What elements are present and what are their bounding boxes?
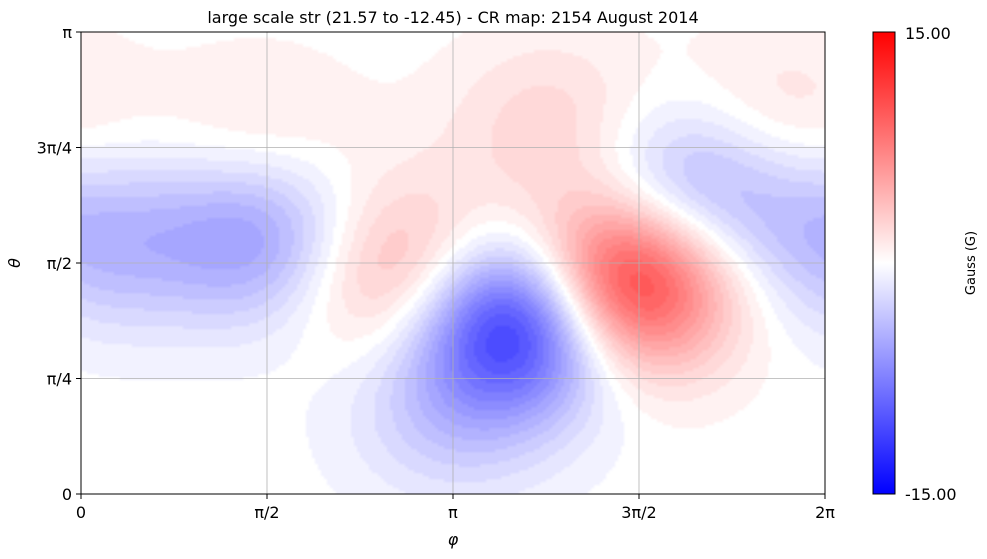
colorbar: 15.00 -15.00 Gauss (G) — [872, 24, 979, 504]
plot-area — [80, 31, 826, 495]
y-tick-label: π/4 — [47, 370, 72, 389]
y-tick-label: 0 — [62, 485, 72, 504]
y-tick-label: 3π/4 — [37, 139, 72, 158]
y-axis: 0 π/4 π/2 3π/4 π — [37, 23, 81, 504]
x-tick-label: 2π — [815, 503, 835, 522]
y-tick-label: π/2 — [47, 254, 72, 273]
x-tick-label: 3π/2 — [621, 503, 656, 522]
x-axis: 0 π/2 π 3π/2 2π — [76, 494, 835, 522]
colorbar-max-label: 15.00 — [905, 24, 951, 43]
x-tick-label: π — [448, 503, 458, 522]
y-axis-label: θ — [5, 258, 24, 268]
colorbar-title: Gauss (G) — [964, 231, 979, 295]
chart-title: large scale str (21.57 to -12.45) - CR m… — [207, 8, 698, 27]
x-tick-label: 0 — [76, 503, 86, 522]
y-tick-label: π — [62, 23, 72, 42]
colorbar-min-label: -15.00 — [905, 485, 957, 504]
colorbar-gradient — [872, 31, 896, 495]
x-axis-label: φ — [448, 530, 459, 549]
x-tick-label: π/2 — [254, 503, 279, 522]
